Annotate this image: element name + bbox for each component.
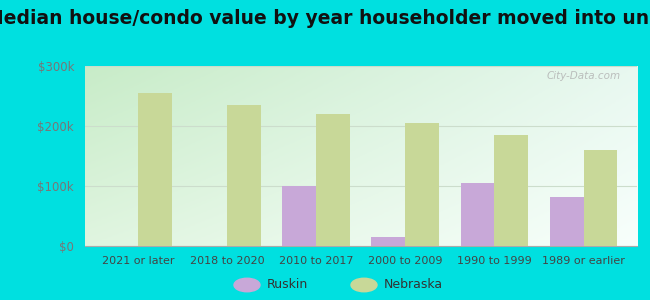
Bar bbox=[282, 186, 316, 246]
Bar bbox=[584, 150, 618, 246]
Bar bbox=[371, 237, 406, 246]
Text: Nebraska: Nebraska bbox=[384, 278, 443, 292]
Text: City-Data.com: City-Data.com bbox=[546, 71, 620, 81]
Bar bbox=[227, 105, 261, 246]
Text: Ruskin: Ruskin bbox=[266, 278, 307, 292]
Bar bbox=[138, 93, 172, 246]
Text: Median house/condo value by year householder moved into unit: Median house/condo value by year househo… bbox=[0, 9, 650, 28]
Bar bbox=[316, 114, 350, 246]
Bar bbox=[461, 183, 495, 246]
Bar bbox=[495, 135, 528, 246]
Bar bbox=[550, 197, 584, 246]
Bar bbox=[406, 123, 439, 246]
